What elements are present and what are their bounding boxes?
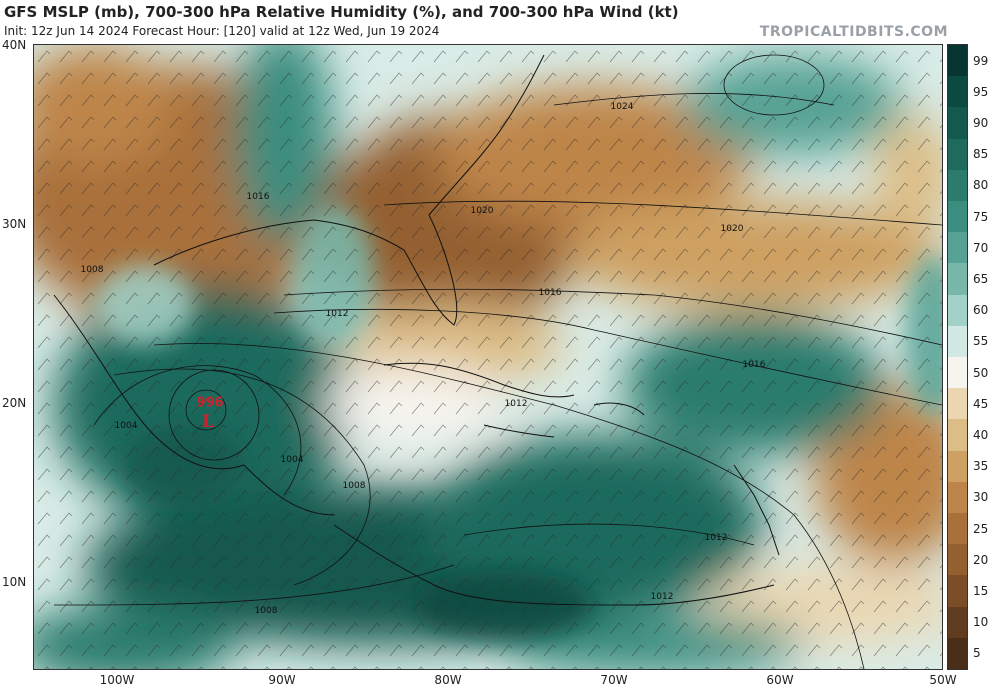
colorbar-label: 70 [973,240,989,255]
lon-label-90w: 90W [268,673,296,687]
colorbar-label: 45 [973,396,989,411]
isobar-label: 1020 [470,206,494,216]
lon-label-100w: 100W [99,673,135,687]
isobar-label: 1012 [325,309,349,319]
colorbar-segment [948,325,967,358]
colorbar-label: 15 [973,584,989,598]
isobar-label: 1008 [254,606,278,616]
isobar-label: 1012 [650,592,674,602]
colorbar-label: 55 [973,334,989,349]
map-title: GFS MSLP (mb), 700-300 hPa Relative Humi… [4,3,679,21]
colorbar-label: 65 [973,272,989,286]
lon-label-80w: 80W [434,673,462,687]
isobar-label: 1012 [704,533,728,543]
isobar-label: 1008 [342,481,366,491]
colorbar-segment [948,107,967,140]
colorbar-label: 5 [973,646,981,661]
lon-label-70w: 70W [600,673,628,687]
lat-label-30n: 30N [2,217,27,231]
isobar-label: 1016 [742,360,766,370]
colorbar-label: 10 [973,615,989,630]
colorbar-label: 30 [973,490,989,505]
colorbar-segment [948,481,967,514]
colorbar-label: 75 [973,209,989,224]
colorbar-segment [948,419,967,452]
isobar-label: 1020 [720,224,744,234]
colorbar-label: 25 [973,521,989,536]
colorbar-segment [948,450,967,483]
humidity-colorbar [947,44,968,670]
humidity-field [34,45,942,669]
colorbar-label: 90 [973,116,989,130]
map-subtitle: Init: 12z Jun 14 2024 Forecast Hour: [12… [4,24,440,38]
colorbar-segment [948,45,967,77]
colorbar-segment [948,513,967,545]
colorbar-segment [948,294,967,327]
colorbar-segment [948,606,967,639]
colorbar-segment [948,169,967,202]
isobar-label: 1016 [538,288,562,298]
isobar-label: 1008 [80,265,104,275]
wind-barbs [34,45,942,669]
humidity-map: 1024 1020 1020 1016 1016 1016 1012 1012 … [33,44,943,670]
colorbar-label: 99 [973,53,989,68]
lon-label-50w: 50W [929,673,957,687]
low-pressure-symbol: L [202,412,214,432]
lat-label-20n: 20N [2,396,27,410]
lat-label-40n: 40N [2,38,27,52]
lat-label-10n: 10N [2,575,27,589]
lon-label-60w: 60W [766,673,794,687]
colorbar-label: 80 [973,178,989,193]
colorbar-label: 40 [973,428,989,442]
colorbar-segment [948,232,967,264]
colorbar-label: 20 [973,552,989,567]
site-brand: TROPICALTIDBITS.COM [759,24,948,40]
colorbar-label: 50 [973,365,989,380]
colorbar-label: 60 [973,303,989,318]
isobar-label: 1016 [246,192,270,202]
colorbar-segment [948,544,967,576]
colorbar-label: 85 [973,147,989,162]
isobar-lines [53,54,942,669]
colorbar-segment [948,263,967,296]
colorbar-label: 95 [973,84,989,99]
colorbar-segment [948,138,967,171]
colorbar-label: 35 [973,459,989,474]
isobar-label: 1012 [504,399,528,409]
colorbar-segment [948,637,967,670]
colorbar-segment [948,388,967,420]
isobar-label: 1024 [610,102,634,112]
low-pressure-value: 996 [196,395,224,411]
colorbar-segment [948,357,967,389]
isobar-label: 1004 [114,421,138,431]
colorbar-segment [948,575,967,608]
colorbar-segment [948,76,967,108]
colorbar-segment [948,201,967,233]
isobar-label: 1004 [280,455,304,465]
